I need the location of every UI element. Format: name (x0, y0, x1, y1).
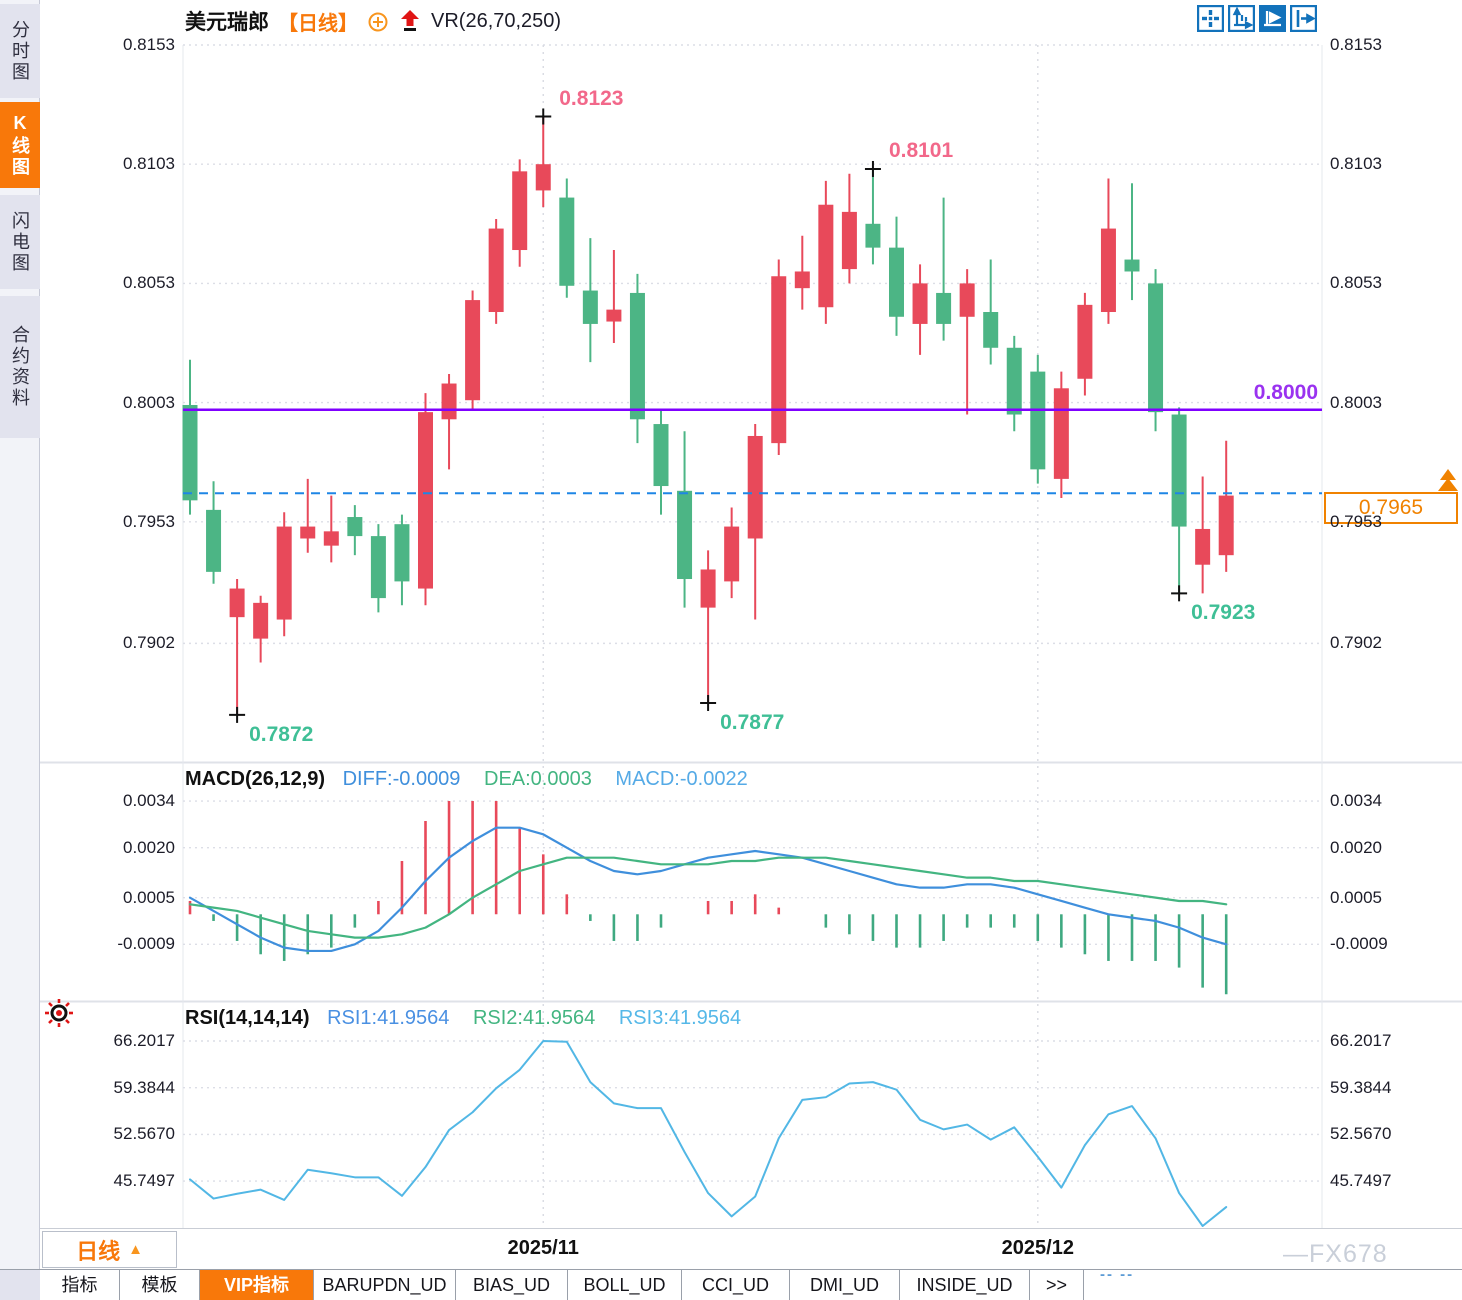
chart-toolbar (1197, 5, 1317, 32)
period-tag: 【日线】 (278, 12, 358, 35)
bottom-tab-CCI_UD[interactable]: CCI_UD (682, 1270, 790, 1300)
price-axis-label-left: 0.8103 (123, 154, 175, 174)
buy-arrow-icon (398, 8, 422, 34)
symbol-title: 美元瑞郎 (185, 11, 269, 34)
macd-title: MACD(26,12,9) (185, 768, 326, 790)
bottom-tab--[interactable]: 模板 (120, 1270, 200, 1300)
price-annotation-0.7872: 0.7872 (249, 722, 314, 746)
price-axis-label-left: 0.8153 (123, 35, 175, 54)
macd-axis-label-left: -0.0009 (117, 934, 175, 954)
indicator-tab-bar: 指标 模板 VIP指标 BARUPDN_UD BIAS_UD BOLL_UD CCI_UD D… (40, 1269, 1462, 1300)
rsi-axis-label-right: 66.2017 (1330, 1031, 1392, 1050)
price-axis-label-right: 0.7902 (1330, 633, 1382, 653)
rsi-axis-label-right: 45.7497 (1330, 1171, 1392, 1191)
sidebar-tab-3[interactable]: 闪电图 (0, 195, 40, 289)
period-selector-arrow-icon: ▲ (128, 1241, 143, 1258)
date-label-1: 2025/11 (507, 1237, 579, 1259)
price-axis-label-left: 0.7953 (123, 511, 175, 531)
rsi-title-row: RSI(14,14,14) RSI1:41.9564 RSI2:41.9564 … (185, 1007, 741, 1030)
crosshair-icon[interactable] (1197, 5, 1224, 32)
price-axis-label-left: 0.7902 (123, 633, 175, 653)
macd-axis-label-left: 0.0034 (123, 791, 175, 811)
macd-macd-value: MACD:-0.0022 (615, 768, 748, 790)
left-sidebar: 分时图 K线图闪电图合约资料 (0, 0, 40, 1300)
indicator-settings-icon[interactable] (42, 998, 76, 1030)
macd-diff-value: DIFF:-0.0009 (342, 768, 461, 790)
rsi3-value: RSI3:41.9564 (618, 1007, 742, 1029)
loading-dashes: -- -- (1100, 1266, 1135, 1283)
bottom-tab->>[interactable]: >> (1030, 1270, 1084, 1300)
rsi-axis-label-left: 66.2017 (113, 1031, 175, 1050)
x-axis-strip: 2025/11 2025/12 (40, 1228, 1462, 1269)
shift-right-icon[interactable] (1290, 5, 1317, 32)
period-selector-label: 日线 (76, 1238, 121, 1264)
bottom-tab-BARUPDN_UD[interactable]: BARUPDN_UD (314, 1270, 456, 1300)
price-axis-label-right: 0.8103 (1330, 154, 1382, 174)
add-indicator-icon[interactable] (367, 9, 389, 33)
price-axis-label-right: 0.8153 (1330, 35, 1382, 54)
macd-axis-label-right: 0.0020 (1330, 837, 1382, 857)
rsi-axis-label-left: 59.3844 (113, 1077, 175, 1097)
auto-scale-icon[interactable] (1259, 5, 1286, 32)
price-annotation-0.8123: 0.8123 (559, 86, 624, 110)
bottom-tab-BIAS_UD[interactable]: BIAS_UD (456, 1270, 568, 1300)
bottom-tab-VIP-[interactable]: VIP指标 (200, 1270, 314, 1300)
price-annotation-0.7877: 0.7877 (720, 710, 785, 734)
sidebar-tab-1[interactable]: 分时图 (0, 4, 40, 98)
macd-axis-label-left: 0.0020 (123, 837, 175, 857)
price-axis-label-left: 0.8003 (123, 392, 175, 412)
bottom-tab-BOLL_UD[interactable]: BOLL_UD (568, 1270, 682, 1300)
price-annotation-0.8101: 0.8101 (888, 138, 954, 162)
macd-axis-label-left: 0.0005 (123, 887, 175, 907)
rsi-axis-label-left: 52.5670 (113, 1124, 175, 1144)
rsi1-value: RSI1:41.9564 (327, 1007, 450, 1029)
macd-axis-label-right: -0.0009 (1330, 934, 1388, 954)
rsi-axis-label-left: 45.7497 (113, 1171, 175, 1191)
period-selector[interactable]: 日线 ▲ (42, 1231, 177, 1268)
rsi-axis-label-right: 52.5670 (1330, 1124, 1392, 1144)
bottom-tab-INSIDE_UD[interactable]: INSIDE_UD (900, 1270, 1030, 1300)
rsi-title: RSI(14,14,14) (185, 1007, 310, 1029)
price-axis-label-left: 0.8053 (123, 273, 175, 293)
last-price-box: 0.7965 (1324, 492, 1458, 524)
rsi2-value: RSI2:41.9564 (472, 1007, 596, 1029)
macd-dea-value: DEA:0.0003 (484, 768, 592, 790)
candlesticks (182, 116, 1234, 715)
top-indicator-label: VR(26,70,250) (431, 9, 562, 32)
price-axis-label-right: 0.8003 (1330, 392, 1382, 412)
date-label-2: 2025/12 (1001, 1237, 1074, 1259)
price-axis-label-right: 0.7953 (1330, 511, 1382, 531)
axis-scale-icon[interactable] (1228, 5, 1255, 32)
sidebar-tab-2[interactable]: K线图 (0, 102, 40, 188)
level-line-label: 0.8000 (1253, 381, 1318, 404)
rsi-axis-label-right: 59.3844 (1330, 1077, 1392, 1097)
price-annotation-0.7923: 0.7923 (1191, 601, 1256, 625)
price-axis-label-right: 0.8053 (1330, 273, 1382, 293)
bottom-tab--[interactable]: 指标 (40, 1270, 120, 1300)
bottom-tab-DMI_UD[interactable]: DMI_UD (790, 1270, 900, 1300)
chart-header: 美元瑞郎 【日线】 VR(26,70,250) (185, 6, 561, 36)
macd-title-row: MACD(26,12,9) DIFF:-0.0009 DEA:0.0003 MA… (185, 768, 748, 791)
macd-axis-label-right: 0.0034 (1330, 791, 1382, 811)
watermark: —FX678 (1283, 1240, 1388, 1268)
sidebar-tab-4[interactable]: 合约资料 (0, 296, 40, 438)
bottom-left-corner (0, 1269, 40, 1300)
macd-axis-label-right: 0.0005 (1330, 887, 1382, 907)
